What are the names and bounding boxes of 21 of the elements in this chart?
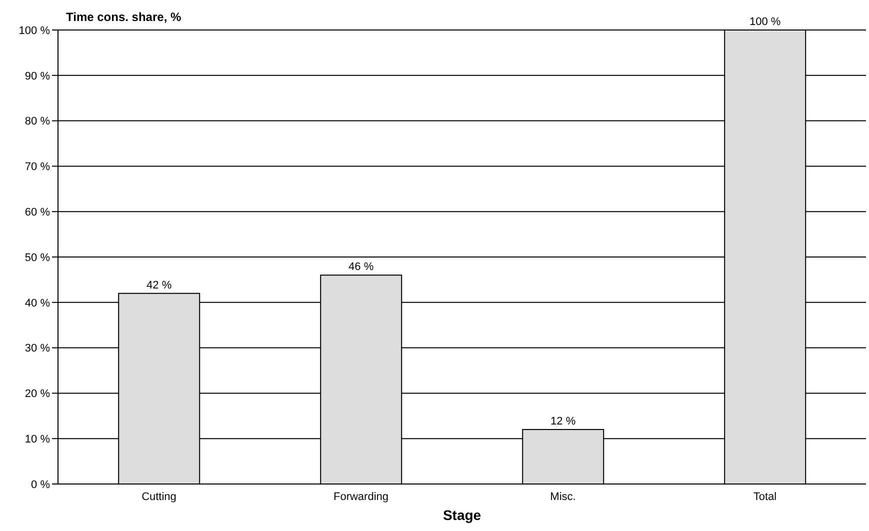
y-tick-label: 30 %: [24, 342, 50, 355]
y-tick-label: 20 %: [24, 388, 50, 400]
y-tick-label: 80 %: [24, 116, 50, 128]
data-label: 42 %: [146, 279, 172, 292]
x-tick-label: Misc.: [550, 490, 576, 503]
y-tick-label: 70 %: [24, 161, 50, 174]
data-label: 100 %: [750, 16, 781, 28]
data-label: 46 %: [348, 261, 374, 274]
y-tick-label: 0 %: [31, 478, 50, 491]
x-tick-label: Total: [753, 490, 777, 503]
y-axis-title: Time cons. share, %: [66, 10, 182, 24]
y-tick-label: 100 %: [18, 24, 50, 37]
y-tick-label: 50 %: [24, 252, 50, 264]
data-label: 12 %: [550, 416, 576, 428]
x-tick-label: Forwarding: [333, 490, 389, 503]
x-axis-title: Stage: [442, 507, 482, 523]
y-tick-label: 40 %: [24, 297, 50, 310]
y-tick-label: 90 %: [24, 70, 50, 82]
y-tick-label: 10 %: [24, 434, 50, 446]
x-tick-label: Cutting: [142, 490, 176, 503]
y-tick-label: 60 %: [24, 206, 50, 219]
